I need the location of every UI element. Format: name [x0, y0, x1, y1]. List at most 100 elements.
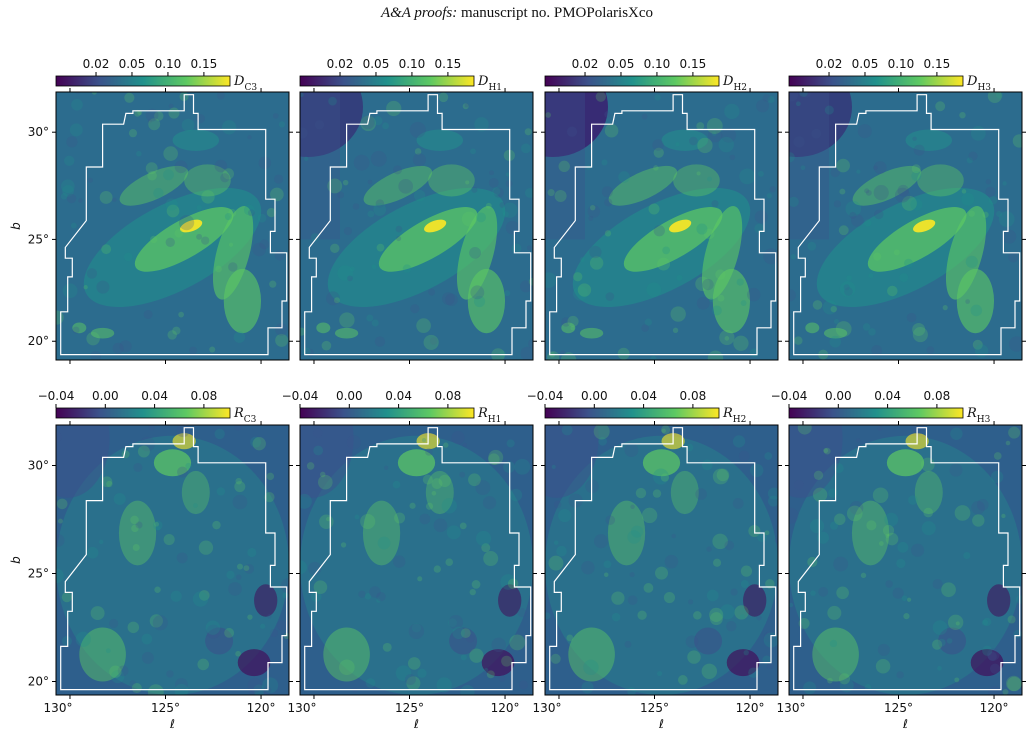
emission-blob — [673, 164, 720, 197]
emission-blob — [378, 207, 478, 272]
y-tick-label: 25° — [28, 567, 49, 581]
panel-frame — [544, 91, 779, 361]
emission-blob — [938, 627, 967, 655]
emission-blob — [153, 449, 192, 477]
survey-outline — [304, 427, 532, 691]
colorbar-tick-label: 0.15 — [680, 57, 707, 71]
colorbar: −0.04 0.00 0.04 0.08 RH1 — [282, 389, 502, 425]
y-tick-label: 20° — [28, 334, 49, 348]
colorbar-label: RC3 — [233, 406, 257, 425]
colorbar-label-sub: H3 — [977, 83, 991, 93]
colorbar-tick-label: 0.10 — [888, 57, 915, 71]
x-axis-label: ℓ — [169, 717, 175, 731]
x-tick-label: 130° — [777, 701, 806, 715]
colorbar-gradient — [299, 75, 475, 87]
emission-blob — [90, 327, 115, 339]
emission-blob — [181, 470, 210, 515]
emission-blob — [79, 627, 126, 682]
emission-blob — [568, 627, 615, 682]
emission-blob — [886, 449, 925, 477]
map-panel — [541, 88, 782, 364]
panel-frame — [299, 91, 534, 361]
map-panel: 130° 125° 120° ℓ — [533, 421, 782, 731]
emission-blob — [119, 165, 189, 206]
x-tick-label: 125° — [640, 701, 669, 715]
colorbar-label: DC3 — [233, 74, 257, 93]
colorbar-gradient — [544, 407, 720, 419]
colorbar-label-main: D — [477, 74, 489, 89]
emission-blob — [867, 207, 967, 272]
colorbar-label: DH3 — [966, 74, 991, 93]
emission-blob — [212, 206, 254, 300]
emission-blob — [56, 435, 289, 695]
colorbar: 0.02 0.05 0.10 0.15 DH1 — [299, 57, 502, 93]
emission-blob — [623, 207, 723, 272]
colorbar: 0.02 0.05 0.10 0.15 DH2 — [544, 57, 747, 93]
x-tick-label: 120° — [491, 701, 520, 715]
page-header: A&A proofs: manuscript no. PMOPolarisXco — [0, 5, 1034, 22]
colorbar: −0.04 0.00 0.04 0.08 RH3 — [771, 389, 991, 425]
survey-outline — [549, 94, 777, 356]
emission-blob — [481, 649, 515, 677]
colorbar-label-sub: H1 — [488, 83, 502, 93]
emission-blob — [545, 425, 599, 498]
panel-frame — [788, 424, 1023, 696]
colorbar-tick-label: 0.08 — [191, 389, 218, 403]
colorbar-tick-label: 0.02 — [83, 57, 110, 71]
emission-blob — [812, 627, 859, 682]
emission-blob — [118, 500, 157, 566]
emission-blob — [607, 500, 646, 566]
colorbar: 0.02 0.05 0.10 0.15 DC3 — [55, 57, 257, 93]
map-panel: 130° 125° 120° ℓ — [288, 421, 537, 731]
emission-blob — [424, 219, 447, 233]
emission-blob — [300, 425, 354, 498]
colorbar-label-sub: C3 — [244, 83, 257, 93]
colorbar-tick-label: 0.10 — [399, 57, 426, 71]
colorbar-gradient — [299, 407, 475, 419]
colorbar-label: RH3 — [966, 406, 991, 425]
emission-blob — [701, 206, 743, 300]
colorbar-label: RH2 — [722, 406, 746, 425]
survey-outline — [60, 427, 288, 691]
colorbar-label-sub: H1 — [488, 415, 502, 425]
panel-frame — [299, 424, 534, 696]
emission-blob — [545, 435, 778, 695]
x-tick-label: 120° — [247, 701, 276, 715]
colorbar-tick-label: 0.05 — [852, 57, 879, 71]
panel-frame — [544, 424, 779, 696]
emission-blob — [670, 470, 699, 515]
colorbar-tick-label: 0.15 — [435, 57, 462, 71]
map-panel — [296, 88, 537, 364]
colorbar-tick-label: 0.10 — [644, 57, 671, 71]
colorbar-tick-label: −0.04 — [38, 389, 75, 403]
x-tick-label: 125° — [395, 701, 424, 715]
emission-blob — [254, 584, 278, 617]
colorbar-gradient — [544, 75, 720, 87]
x-axis-label: ℓ — [413, 717, 419, 731]
emission-blob — [987, 584, 1011, 617]
emission-blob — [316, 322, 331, 334]
colorbar-label-sub: H2 — [733, 83, 747, 93]
colorbar-tick-label: −0.04 — [282, 389, 319, 403]
colorbar-tick-label: 0.04 — [141, 389, 168, 403]
survey-outline — [549, 427, 777, 691]
colorbar-tick-label: 0.15 — [924, 57, 951, 71]
colorbar-tick-label: 0.02 — [816, 57, 843, 71]
colorbar-label-sub: H3 — [977, 415, 991, 425]
emission-blob — [134, 207, 234, 272]
emission-blob — [789, 435, 1022, 695]
emission-blob — [363, 165, 433, 206]
colorbar-label-main: D — [966, 74, 978, 89]
emission-blob — [362, 500, 401, 566]
emission-blob — [956, 268, 995, 334]
colorbar-tick-label: 0.10 — [155, 57, 182, 71]
colorbar-label-sub: H2 — [733, 415, 747, 425]
colorbar-label-main: R — [477, 406, 488, 421]
colorbar-label: DH2 — [722, 74, 747, 93]
emission-blob — [913, 219, 936, 233]
dark-region — [545, 92, 608, 157]
emission-blob — [726, 649, 760, 677]
y-tick-label: 20° — [28, 675, 49, 689]
emission-blob — [300, 435, 533, 695]
